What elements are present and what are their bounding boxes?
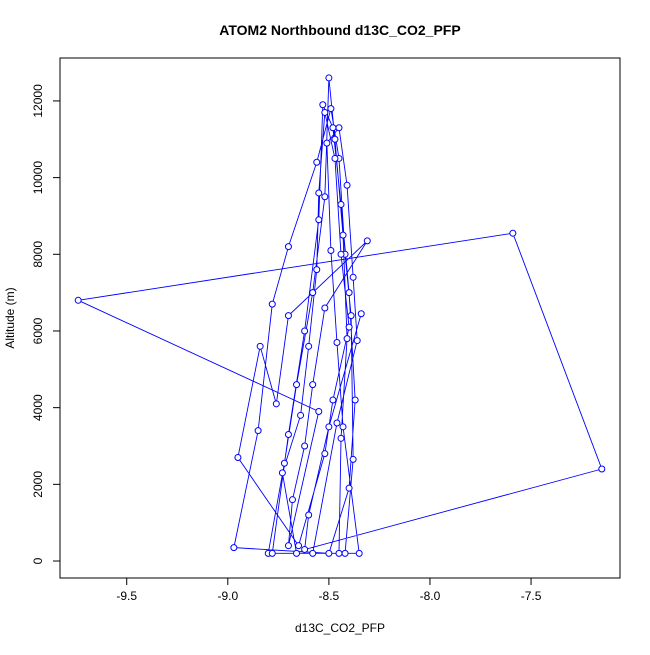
data-point [335, 124, 343, 132]
data-point [353, 337, 361, 345]
x-tick-label: -8.5 [319, 589, 340, 603]
data-point [363, 237, 371, 245]
y-tick-label: 10000 [31, 161, 45, 195]
data-point [347, 312, 355, 320]
x-tick-label: -9.0 [217, 589, 238, 603]
data-point [319, 101, 327, 109]
x-axis-label: d13C_CO2_PFP [295, 621, 385, 635]
data-point [345, 484, 353, 492]
data-point [309, 549, 317, 557]
data-point [321, 450, 329, 458]
data-point [313, 266, 321, 274]
data-point [329, 396, 337, 404]
data-point [305, 511, 313, 519]
data-point [327, 105, 335, 113]
data-point [343, 181, 351, 189]
data-point [357, 310, 365, 318]
data-point [315, 407, 323, 415]
data-point [254, 427, 262, 435]
data-point [339, 423, 347, 431]
y-axis-label: Altitude (m) [3, 287, 17, 348]
data-point [315, 189, 323, 197]
chart-title: ATOM2 Northbound d13C_CO2_PFP [219, 22, 460, 38]
data-point [284, 243, 292, 251]
data-point [297, 411, 305, 419]
data-point [345, 289, 353, 297]
x-tick-label: -8.0 [420, 589, 441, 603]
data-point [329, 124, 337, 132]
data-point [301, 327, 309, 335]
data-point [284, 430, 292, 438]
data-point [295, 542, 303, 550]
data-point [234, 453, 242, 461]
data-point [337, 250, 345, 258]
data-point [288, 496, 296, 504]
data-point [337, 434, 345, 442]
y-tick-label: 0 [31, 557, 45, 564]
x-tick-label: -9.5 [116, 589, 137, 603]
x-tick-label: -7.5 [521, 589, 542, 603]
data-point [331, 135, 339, 143]
data-point [323, 139, 331, 147]
data-point [331, 154, 339, 162]
data-point [335, 549, 343, 557]
data-point [268, 300, 276, 308]
data-point [337, 200, 345, 208]
y-tick-label: 4000 [31, 394, 45, 421]
data-point [321, 108, 329, 116]
data-point [345, 323, 353, 331]
data-point [309, 381, 317, 389]
y-tick-label: 2000 [31, 471, 45, 498]
data-point [301, 546, 309, 554]
data-point [301, 442, 309, 450]
data-point [293, 381, 301, 389]
data-point [343, 335, 351, 343]
y-tick-label: 12000 [31, 84, 45, 118]
data-point [327, 246, 335, 254]
data-point [309, 289, 317, 297]
data-point [305, 342, 313, 350]
data-point [280, 459, 288, 467]
data-point [509, 229, 517, 237]
plot-frame [59, 57, 621, 579]
data-point [341, 549, 349, 557]
data-point [74, 296, 82, 304]
y-tick-label: 8000 [31, 241, 45, 268]
data-point [325, 74, 333, 82]
data-point [333, 419, 341, 427]
data-point [349, 273, 357, 281]
data-point [313, 158, 321, 166]
data-point [278, 469, 286, 477]
y-tick-label: 6000 [31, 317, 45, 344]
data-point [321, 304, 329, 312]
data-point [284, 542, 292, 550]
data-point [230, 544, 238, 552]
data-point [325, 549, 333, 557]
data-point [349, 455, 357, 463]
data-point [315, 216, 323, 224]
data-point [272, 400, 280, 408]
data-point [355, 549, 363, 557]
data-point [325, 423, 333, 431]
data-point [333, 338, 341, 346]
data-point [284, 312, 292, 320]
data-point [598, 465, 606, 473]
data-point [351, 396, 359, 404]
data-point [293, 549, 301, 557]
data-point [268, 549, 276, 557]
data-point [321, 193, 329, 201]
data-point [339, 231, 347, 239]
data-point [256, 342, 264, 350]
